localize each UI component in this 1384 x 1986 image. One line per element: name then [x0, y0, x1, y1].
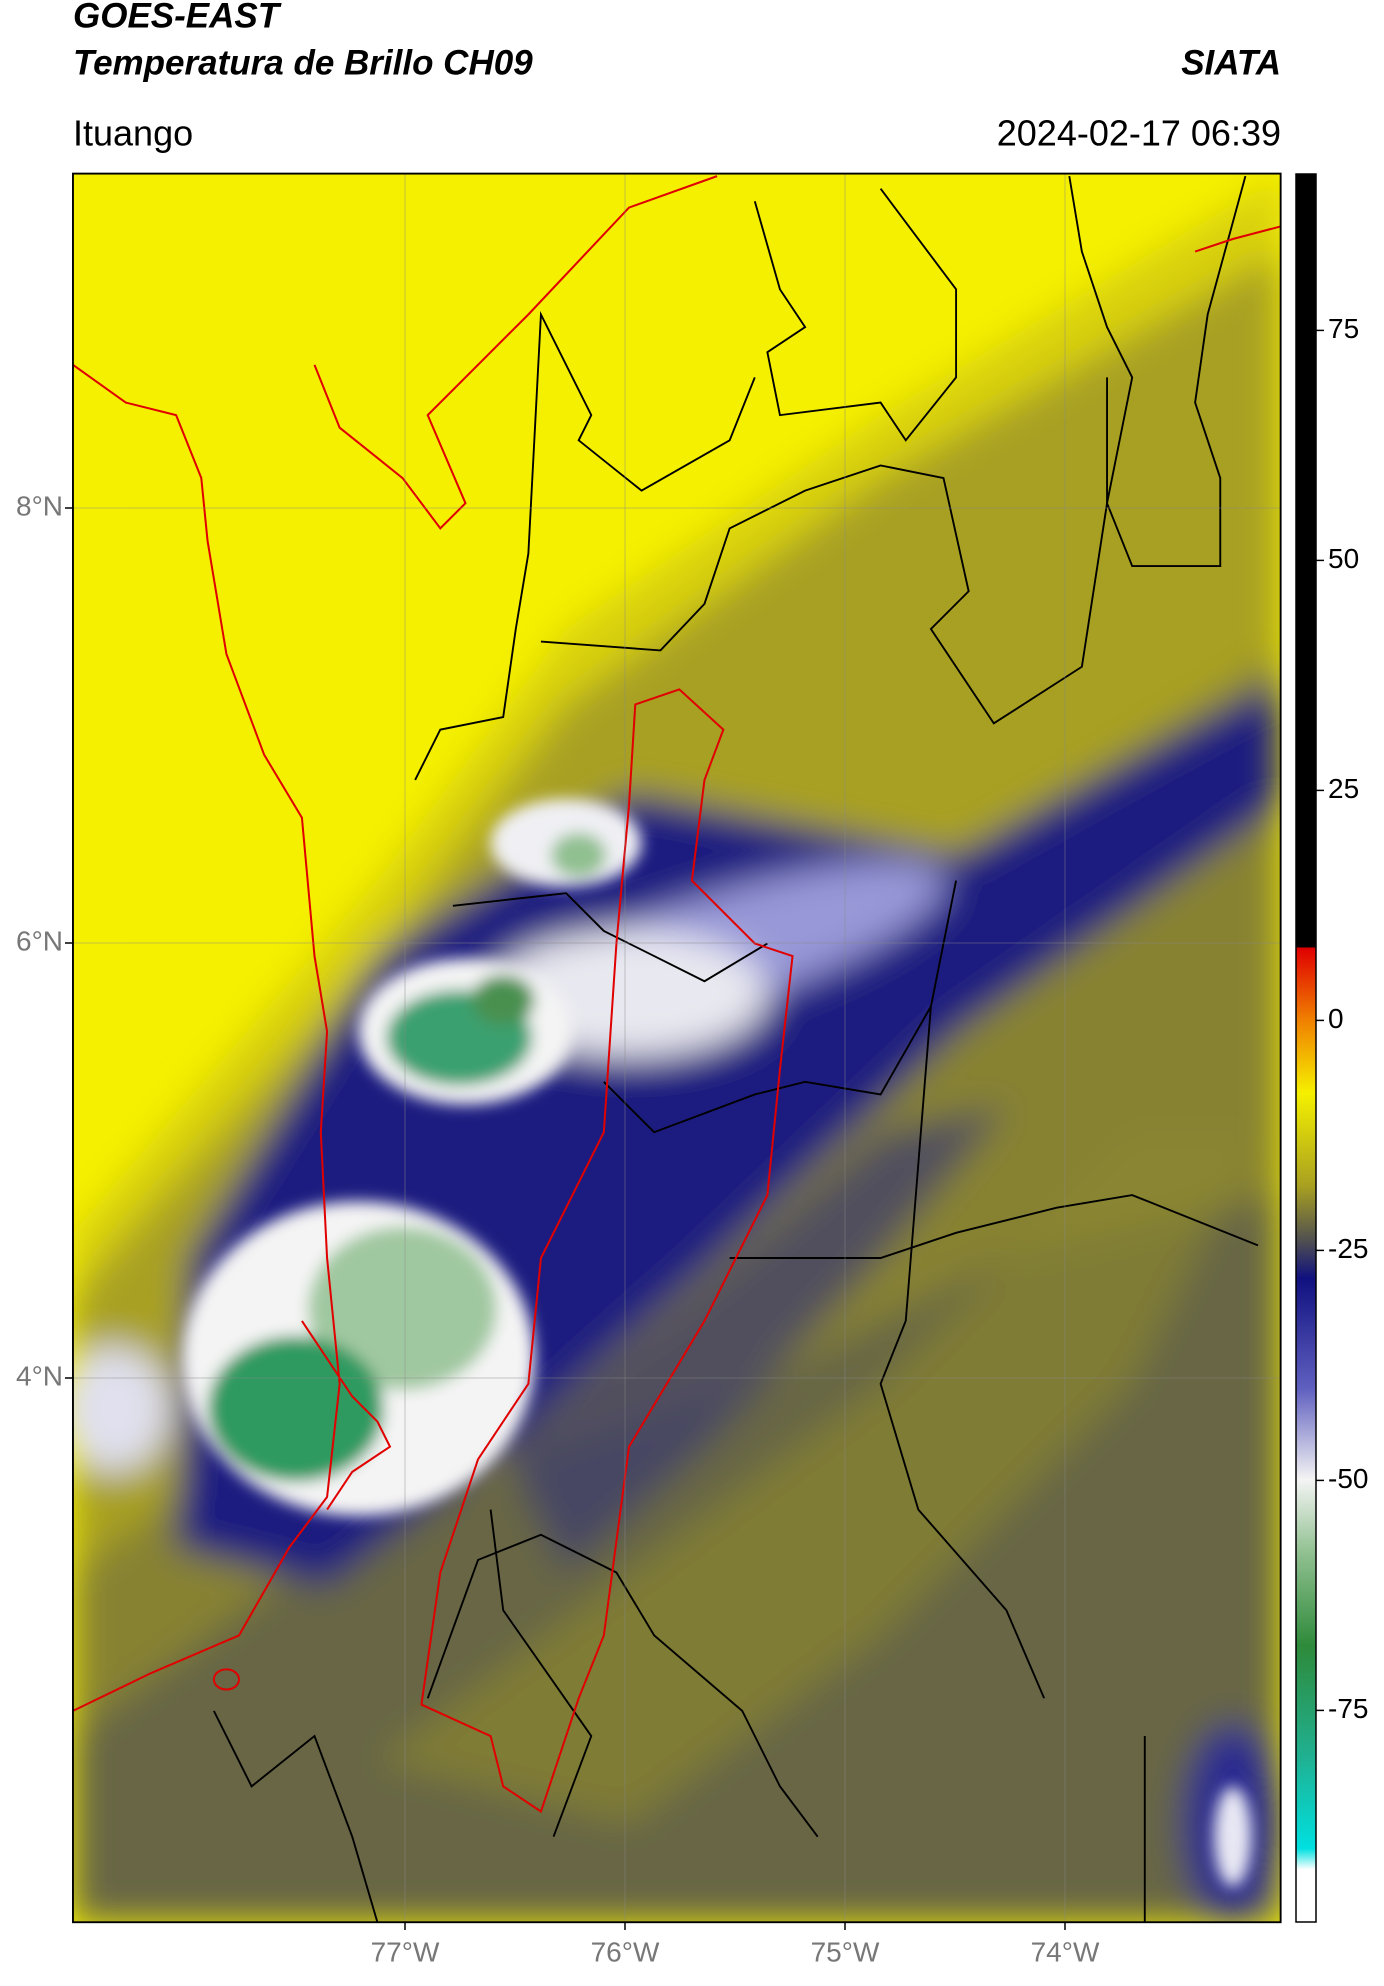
axes: 8°N 6°N 4°N 77°W 76°W 75°W 74°W — [16, 490, 1100, 1967]
colorbar-ticks: 75 50 25 0 -25 -50 -75 — [1316, 313, 1368, 1724]
lat-tick-label: 8°N — [16, 490, 63, 521]
datetime: 2024-02-17 06:39 — [997, 113, 1281, 154]
location: Ituango — [73, 113, 193, 154]
colorbar-tick-label: -25 — [1328, 1233, 1368, 1264]
colorbar-tick-label: 75 — [1328, 313, 1359, 344]
colorbar-tick-label: -50 — [1328, 1463, 1368, 1494]
colorbar-tick-label: 25 — [1328, 773, 1359, 804]
lat-tick-label: 4°N — [16, 1360, 63, 1391]
colorbar — [1295, 173, 1317, 1923]
lon-tick-label: 76°W — [591, 1936, 660, 1967]
map — [72, 172, 1282, 1924]
colorbar-tick-label: -75 — [1328, 1693, 1368, 1724]
colorbar-tick-label: 0 — [1328, 1003, 1344, 1034]
lon-tick-label: 74°W — [1031, 1936, 1100, 1967]
lat-tick-label: 6°N — [16, 925, 63, 956]
lon-tick-label: 77°W — [371, 1936, 440, 1967]
org: SIATA — [1181, 43, 1281, 82]
lon-tick-label: 75°W — [811, 1936, 880, 1967]
title-line2: Temperatura de Brillo CH09 — [73, 43, 533, 82]
title-line1: GOES-EAST — [73, 0, 282, 35]
colorbar-tick-label: 50 — [1328, 543, 1359, 574]
